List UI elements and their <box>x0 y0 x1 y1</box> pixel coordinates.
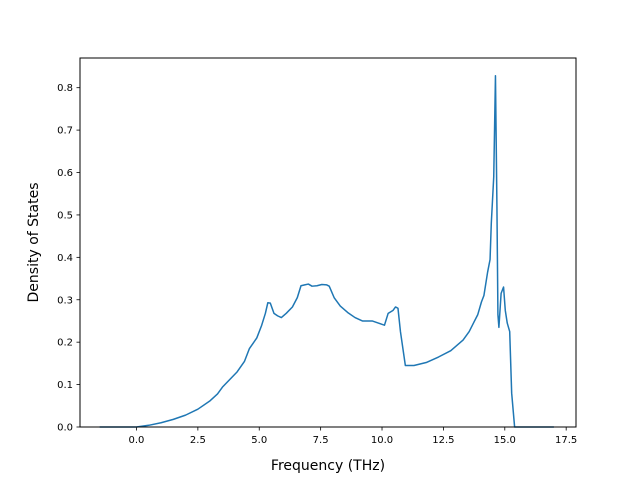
x-tick-label: 15.0 <box>494 435 516 446</box>
x-tick-label: 7.5 <box>313 435 329 446</box>
y-tick-label: 0.8 <box>57 83 73 94</box>
plot-area-frame <box>79 57 577 428</box>
y-tick-label: 0.6 <box>57 168 73 179</box>
x-tick-label: 12.5 <box>432 435 454 446</box>
x-tick-label: 5.0 <box>251 435 267 446</box>
x-tick-label: 17.5 <box>555 435 577 446</box>
y-tick-label: 0.0 <box>57 423 73 434</box>
y-tick-label: 0.1 <box>57 380 73 391</box>
x-tick-label: 0.0 <box>129 435 145 446</box>
y-tick-label: 0.4 <box>57 253 73 264</box>
x-tick-label: 10.0 <box>371 435 393 446</box>
y-tick-label: 0.5 <box>57 210 73 221</box>
y-tick-label: 0.2 <box>57 338 73 349</box>
x-axis-ticks: 0.0 2.5 5.0 7.5 10.0 12.5 15.0 17.5 <box>129 427 577 446</box>
y-axis-title: Density of States <box>26 183 42 303</box>
x-axis-title: Frequency (THz) <box>271 458 385 474</box>
y-axis-ticks: 0.0 0.1 0.2 0.3 0.4 0.5 0.6 0.7 0.8 <box>57 83 80 434</box>
y-tick-label: 0.3 <box>57 295 73 306</box>
x-tick-label: 2.5 <box>190 435 206 446</box>
series-line <box>99 75 554 428</box>
series-layer <box>99 75 554 428</box>
y-tick-label: 0.7 <box>57 126 73 137</box>
